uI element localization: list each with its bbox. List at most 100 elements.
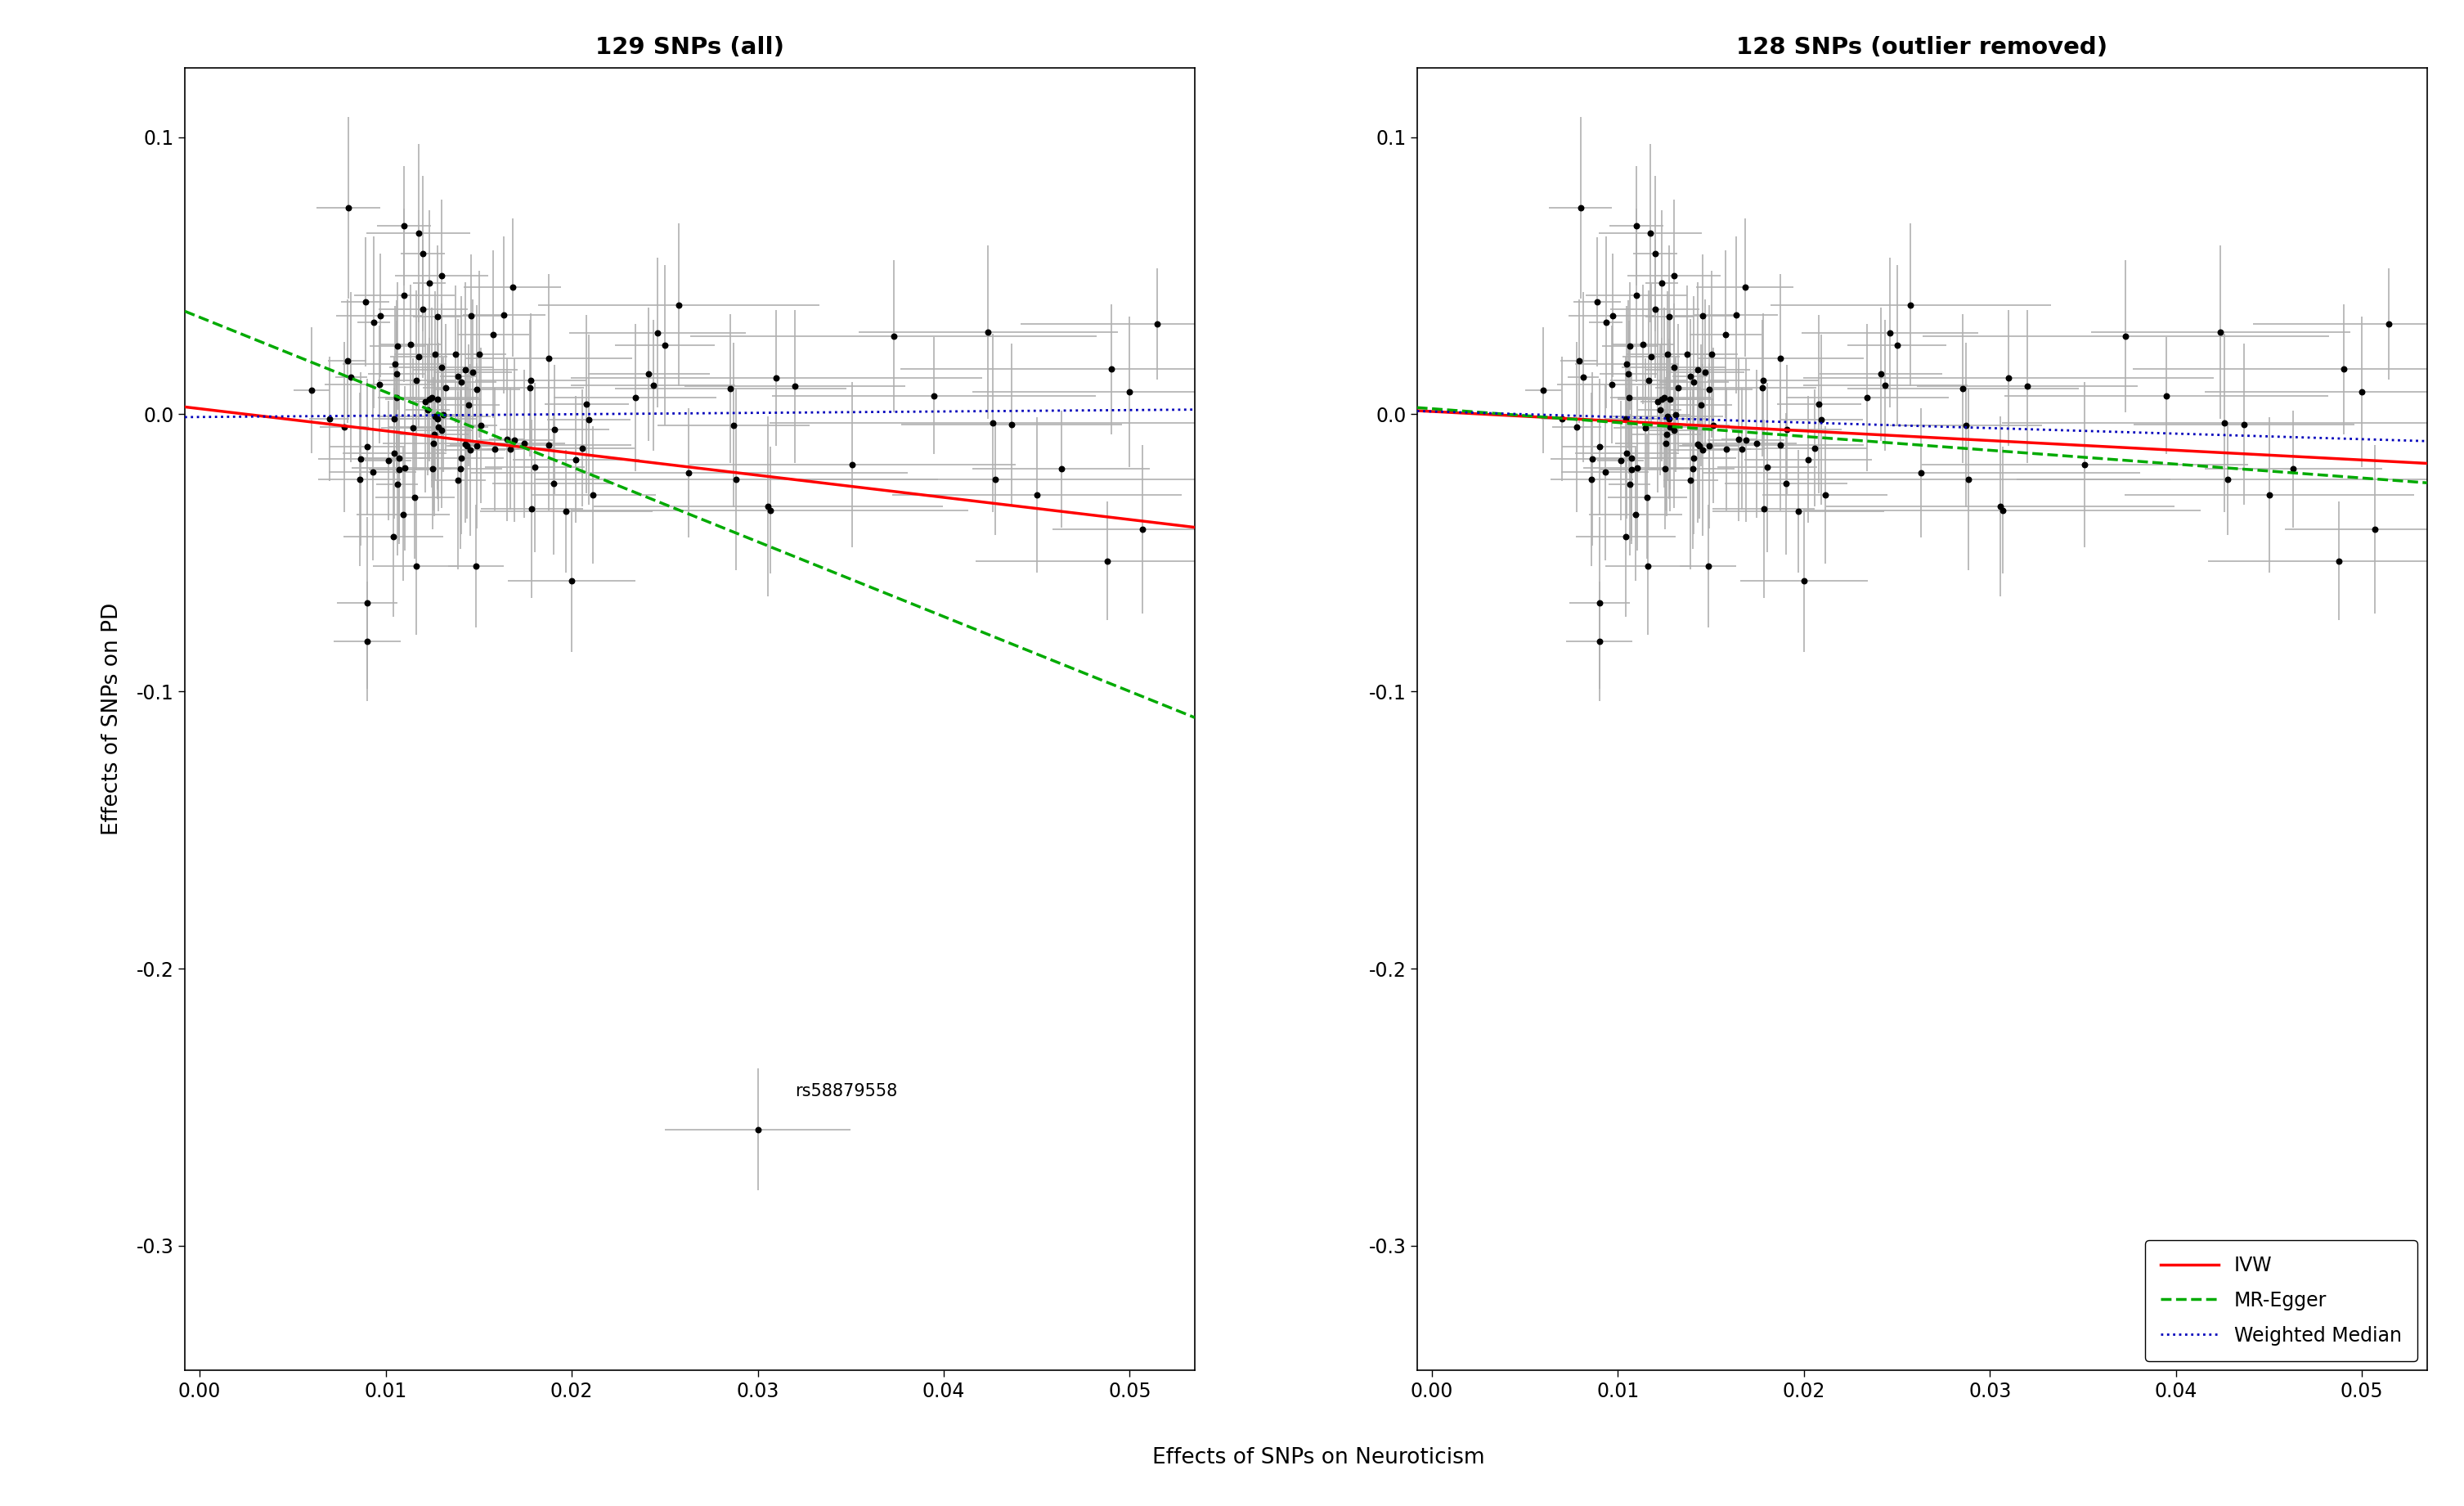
Point bbox=[1584, 461, 1624, 485]
Point bbox=[416, 404, 456, 428]
Point bbox=[535, 417, 574, 441]
Point bbox=[1806, 483, 1846, 508]
Point bbox=[505, 432, 545, 456]
Point bbox=[291, 378, 330, 402]
Point bbox=[1653, 419, 1693, 443]
Point bbox=[638, 321, 678, 345]
Point bbox=[495, 428, 535, 452]
Point bbox=[1557, 414, 1597, 438]
Point bbox=[1626, 416, 1666, 440]
Point bbox=[1572, 467, 1611, 491]
Point bbox=[2146, 384, 2186, 408]
Point bbox=[416, 407, 456, 431]
Point bbox=[439, 364, 478, 389]
Point bbox=[1720, 428, 1759, 452]
Point bbox=[1878, 333, 1917, 357]
Point bbox=[1587, 310, 1626, 334]
Point bbox=[453, 360, 493, 384]
Point bbox=[1643, 386, 1683, 410]
Point bbox=[419, 387, 458, 411]
Point bbox=[1607, 352, 1646, 376]
Point bbox=[1611, 458, 1651, 482]
Point bbox=[1742, 376, 1781, 401]
Point bbox=[476, 437, 515, 461]
Point bbox=[1636, 297, 1676, 321]
Point bbox=[569, 408, 609, 432]
Point bbox=[399, 345, 439, 369]
Point bbox=[2319, 550, 2358, 574]
Point bbox=[1646, 432, 1685, 456]
Point bbox=[2208, 467, 2247, 491]
Point bbox=[1109, 380, 1148, 404]
Point bbox=[1592, 372, 1631, 396]
Point bbox=[355, 310, 394, 334]
Point bbox=[2008, 375, 2048, 399]
Point bbox=[419, 416, 458, 440]
Point bbox=[1560, 349, 1599, 373]
Point bbox=[347, 630, 387, 654]
Point bbox=[436, 342, 476, 366]
Point bbox=[461, 413, 500, 437]
Point bbox=[739, 1117, 779, 1142]
Point bbox=[1984, 498, 2023, 523]
Point bbox=[2370, 312, 2410, 336]
Point bbox=[328, 349, 367, 373]
Point bbox=[426, 375, 466, 399]
Text: rs58879558: rs58879558 bbox=[796, 1083, 897, 1099]
Point bbox=[1658, 375, 1698, 399]
Point bbox=[1685, 360, 1725, 384]
Point bbox=[1018, 483, 1057, 508]
Point bbox=[1693, 413, 1732, 437]
Point bbox=[1737, 432, 1777, 456]
Point bbox=[1572, 447, 1611, 471]
Point bbox=[510, 367, 549, 392]
Point bbox=[451, 304, 490, 328]
Point bbox=[2200, 319, 2240, 343]
Point bbox=[547, 498, 586, 523]
Point bbox=[1690, 434, 1730, 458]
Point bbox=[407, 390, 446, 414]
Point bbox=[1651, 387, 1690, 411]
Point bbox=[574, 483, 614, 508]
Point bbox=[1656, 402, 1695, 426]
Point bbox=[530, 346, 569, 370]
Point bbox=[1087, 550, 1126, 574]
Point bbox=[1579, 630, 1619, 654]
Point bbox=[379, 446, 419, 470]
Point bbox=[1680, 393, 1720, 417]
Point bbox=[1092, 357, 1131, 381]
Point bbox=[397, 554, 436, 578]
Point bbox=[1542, 407, 1582, 431]
Point bbox=[421, 264, 461, 288]
Point bbox=[1890, 292, 1929, 316]
Point bbox=[2343, 380, 2383, 404]
Point bbox=[340, 467, 379, 491]
Point bbox=[1639, 390, 1678, 414]
Point bbox=[1653, 264, 1693, 288]
Title: 129 SNPs (all): 129 SNPs (all) bbox=[596, 36, 784, 59]
Point bbox=[377, 361, 416, 386]
Point bbox=[1673, 369, 1712, 393]
Point bbox=[384, 214, 424, 238]
Point bbox=[340, 447, 379, 471]
Point bbox=[1648, 404, 1688, 428]
Point bbox=[1631, 345, 1671, 369]
Point bbox=[441, 369, 480, 393]
Point bbox=[1944, 376, 1984, 401]
Point bbox=[493, 276, 532, 300]
Point bbox=[875, 324, 914, 348]
Point bbox=[1579, 590, 1619, 614]
Point bbox=[451, 438, 490, 462]
Point bbox=[370, 449, 409, 473]
Point bbox=[379, 458, 419, 482]
Point bbox=[1579, 435, 1619, 459]
Point bbox=[414, 456, 453, 480]
Point bbox=[2107, 324, 2146, 348]
Point bbox=[1745, 497, 1784, 521]
Point bbox=[2250, 483, 2289, 508]
Point bbox=[833, 452, 872, 476]
Point bbox=[1762, 434, 1801, 458]
Point bbox=[1693, 342, 1732, 366]
Point bbox=[557, 447, 596, 471]
Point bbox=[1801, 408, 1841, 432]
